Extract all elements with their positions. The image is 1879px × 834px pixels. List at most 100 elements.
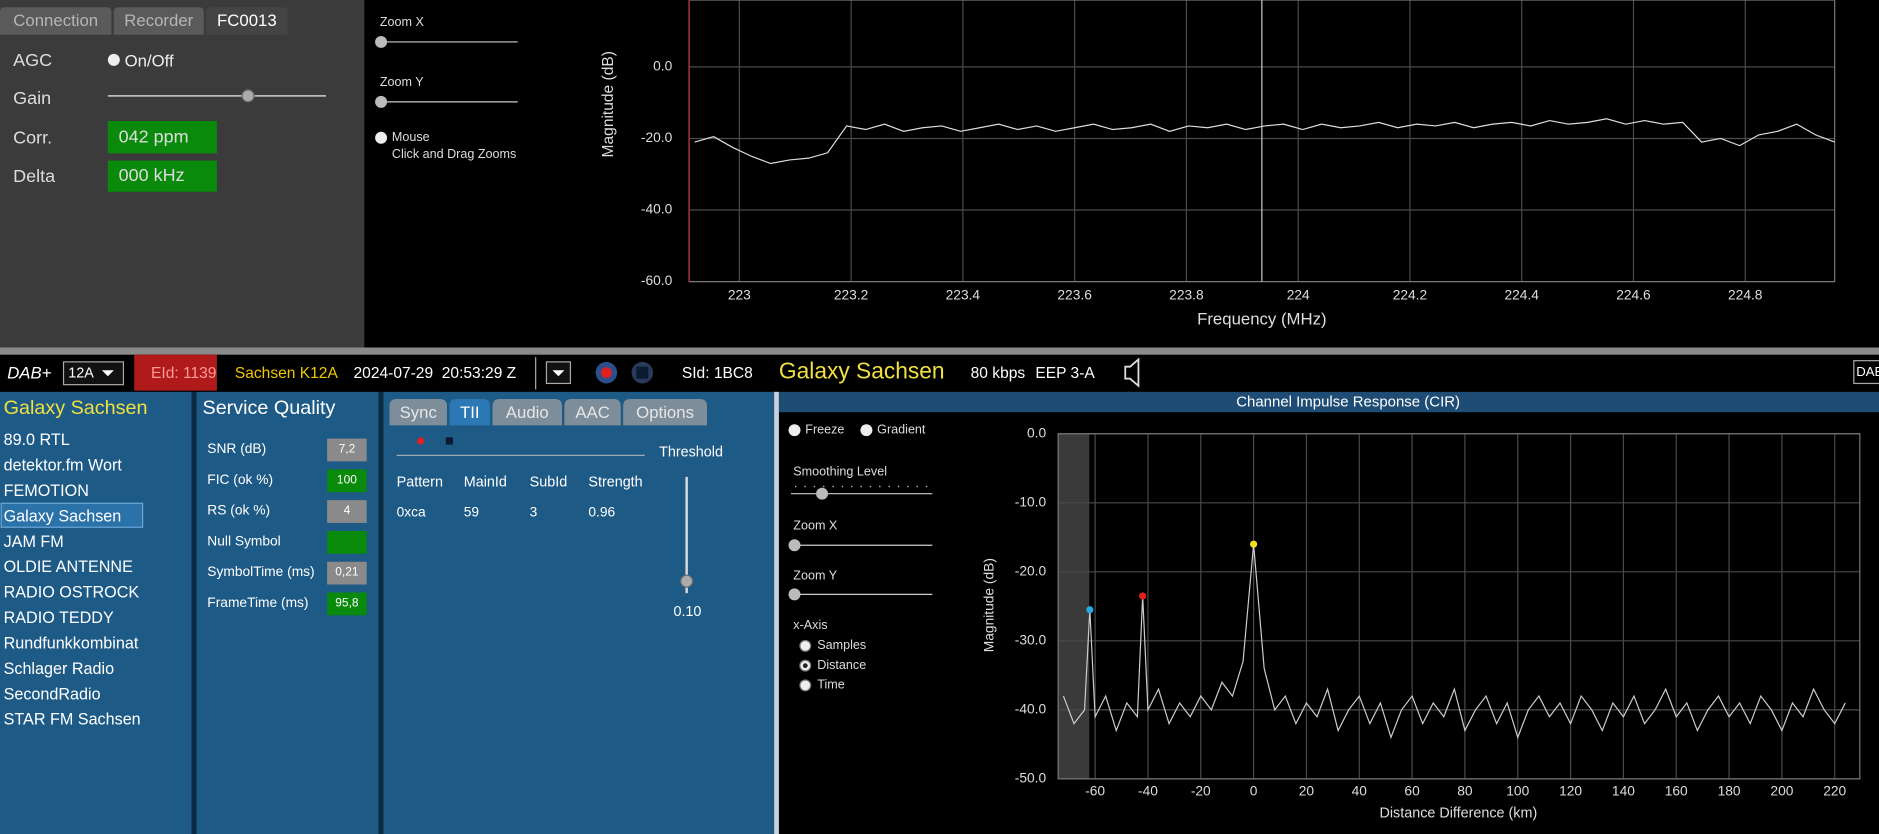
- gradient-label[interactable]: Gradient: [877, 423, 926, 437]
- tii-tab-label[interactable]: Sync: [400, 403, 437, 422]
- service-item[interactable]: JAM FM: [4, 533, 64, 551]
- x-axis-label: x-Axis: [793, 618, 827, 632]
- slider-tick: [795, 486, 797, 488]
- tii-stop[interactable]: [446, 437, 453, 444]
- agc-toggle[interactable]: [108, 54, 120, 66]
- column-header: SubId: [530, 475, 568, 491]
- service-item[interactable]: STAR FM Sachsen: [4, 711, 141, 729]
- quality-value: 7,2: [339, 442, 356, 456]
- tab-label[interactable]: FC0013: [217, 11, 277, 30]
- zoom-y-thumb[interactable]: [375, 96, 387, 108]
- zoom-x-thumb[interactable]: [375, 36, 387, 48]
- radio-label[interactable]: Time: [817, 678, 844, 692]
- smoothing-label: Smoothing Level: [793, 464, 887, 478]
- radio-dot[interactable]: [803, 663, 808, 668]
- quality-label: FrameTime (ms): [207, 595, 308, 610]
- list-title: Galaxy Sachsen: [4, 397, 148, 419]
- mouse-toggle[interactable]: [375, 132, 387, 144]
- tii-record[interactable]: [417, 437, 424, 444]
- y-tick-label: -60.0: [641, 273, 673, 288]
- tab-label[interactable]: Recorder: [124, 11, 193, 30]
- slider-tick: [842, 486, 844, 488]
- x-tick-label: 20: [1299, 784, 1315, 799]
- corr-label: Corr.: [13, 128, 52, 148]
- peak-marker: [1250, 541, 1257, 548]
- x-tick-label: 160: [1665, 784, 1688, 799]
- splitter[interactable]: [0, 348, 1879, 355]
- service-item[interactable]: RADIO OSTROCK: [4, 584, 140, 602]
- slider-tick: [870, 486, 872, 488]
- radio[interactable]: [800, 640, 811, 651]
- service-item[interactable]: RADIO TEDDY: [4, 609, 114, 627]
- service-item[interactable]: Schlager Radio: [4, 660, 114, 678]
- eid: EId: 1139: [151, 365, 216, 382]
- y-tick-label: -10.0: [1015, 494, 1047, 509]
- tii-tab-label[interactable]: AAC: [575, 403, 609, 422]
- table-cell: 59: [464, 505, 479, 520]
- radio[interactable]: [800, 680, 811, 691]
- service-item[interactable]: FEMOTION: [4, 482, 89, 500]
- tii-tab-label[interactable]: TII: [460, 403, 480, 422]
- right-tag: DAB: [1856, 364, 1879, 379]
- x-tick-label: 223.6: [1057, 288, 1092, 303]
- slider-tick: [907, 486, 909, 488]
- slider-tick: [823, 486, 825, 488]
- quality-label: SNR (dB): [207, 441, 266, 456]
- bitrate: 80 kbps: [971, 365, 1026, 382]
- smoothing-thumb[interactable]: [816, 488, 828, 500]
- x-axis-title: Frequency (MHz): [1197, 309, 1327, 328]
- quality-value: 0,21: [335, 565, 359, 579]
- service-item[interactable]: Rundfunkkombinat: [4, 634, 139, 652]
- radio-label[interactable]: Distance: [817, 658, 866, 672]
- slider-tick: [898, 486, 900, 488]
- service-item[interactable]: 89.0 RTL: [4, 431, 70, 449]
- column-header: Pattern: [397, 475, 443, 491]
- x-tick-label: 224.4: [1504, 288, 1539, 303]
- mode: DAB+: [7, 363, 51, 382]
- service-item[interactable]: OLDIE ANTENNE: [4, 558, 134, 576]
- table-cell: 3: [530, 505, 538, 520]
- x-tick-label: 140: [1612, 784, 1635, 799]
- threshold-thumb[interactable]: [681, 575, 693, 587]
- gain-thumb[interactable]: [242, 90, 254, 102]
- tab-label[interactable]: Connection: [13, 11, 98, 30]
- record-dot[interactable]: [601, 367, 612, 378]
- channel[interactable]: 12A: [68, 366, 94, 382]
- service-item[interactable]: SecondRadio: [4, 685, 101, 703]
- cir-zoom-x-thumb[interactable]: [789, 539, 801, 551]
- corr-value: 042 ppm: [119, 127, 189, 147]
- y-tick-label: 0.0: [1027, 425, 1046, 440]
- service-name: Galaxy Sachsen: [779, 358, 945, 384]
- gain-label: Gain: [13, 88, 51, 108]
- agc-toggle-label[interactable]: On/Off: [125, 52, 174, 71]
- cir-title: Channel Impulse Response (CIR): [1236, 394, 1460, 411]
- mouse-label[interactable]: Mouse: [392, 130, 430, 144]
- gradient-toggle[interactable]: [860, 424, 872, 436]
- peak-marker: [1086, 606, 1093, 613]
- slider-tick: [832, 486, 834, 488]
- quality-box: [327, 531, 367, 554]
- service-item[interactable]: detektor.fm Wort: [4, 457, 123, 475]
- threshold-value: 0.10: [673, 604, 701, 620]
- slider-tick: [926, 486, 928, 488]
- slider-tick: [879, 486, 881, 488]
- slider-tick: [888, 486, 890, 488]
- cir-zoom-y-thumb[interactable]: [789, 588, 801, 600]
- radio-label[interactable]: Samples: [817, 638, 866, 652]
- y-axis-title: Magnitude (dB): [981, 558, 996, 652]
- x-tick-label: 223.4: [946, 288, 981, 303]
- freeze-toggle[interactable]: [789, 424, 801, 436]
- peak-marker: [1139, 592, 1146, 599]
- freeze-label[interactable]: Freeze: [805, 423, 844, 437]
- service-item[interactable]: Galaxy Sachsen: [4, 507, 122, 525]
- tii-tab-label[interactable]: Audio: [506, 403, 549, 422]
- tii-tab-label[interactable]: Options: [636, 403, 694, 422]
- cir-zoom-y-label: Zoom Y: [793, 569, 837, 583]
- y-axis-title: Magnitude (dB): [600, 51, 617, 157]
- x-tick-label: 224.6: [1616, 288, 1651, 303]
- x-tick-label: 224: [1287, 288, 1310, 303]
- x-tick-label: -60: [1085, 784, 1105, 799]
- stop-square[interactable]: [636, 367, 648, 379]
- quality-value: 100: [337, 472, 357, 486]
